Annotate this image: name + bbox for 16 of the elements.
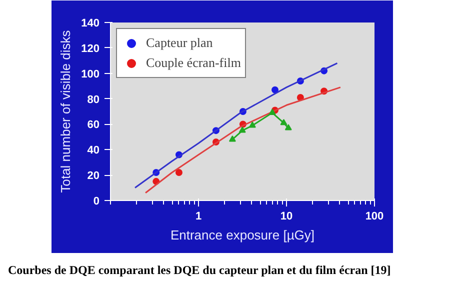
- x-tick-label: 1: [195, 210, 202, 222]
- y-tick-label: 60: [87, 119, 100, 132]
- y-tick-label: 80: [87, 94, 100, 106]
- y-tick-label: 0: [93, 196, 100, 208]
- legend-label: Couple écran-film: [146, 55, 241, 71]
- x-tick-label: 100: [365, 210, 384, 222]
- y-tick-label: 100: [81, 68, 100, 80]
- y-tick-label: 20: [87, 170, 100, 182]
- text: Courbes de DQE comparant les DQE du capteur plan et du film écran [19]: [8, 262, 391, 279]
- x-tick-label: 10: [280, 210, 293, 222]
- y-tick-label: 140: [81, 18, 100, 30]
- y-tick-label: 40: [87, 144, 100, 157]
- x-axis-title: Entrance exposure [µGy]: [170, 228, 315, 242]
- y-axis-title: Total number of visible disks: [58, 30, 74, 193]
- y-tick-label: 120: [81, 42, 100, 55]
- legend-label: Capteur plan: [146, 35, 213, 51]
